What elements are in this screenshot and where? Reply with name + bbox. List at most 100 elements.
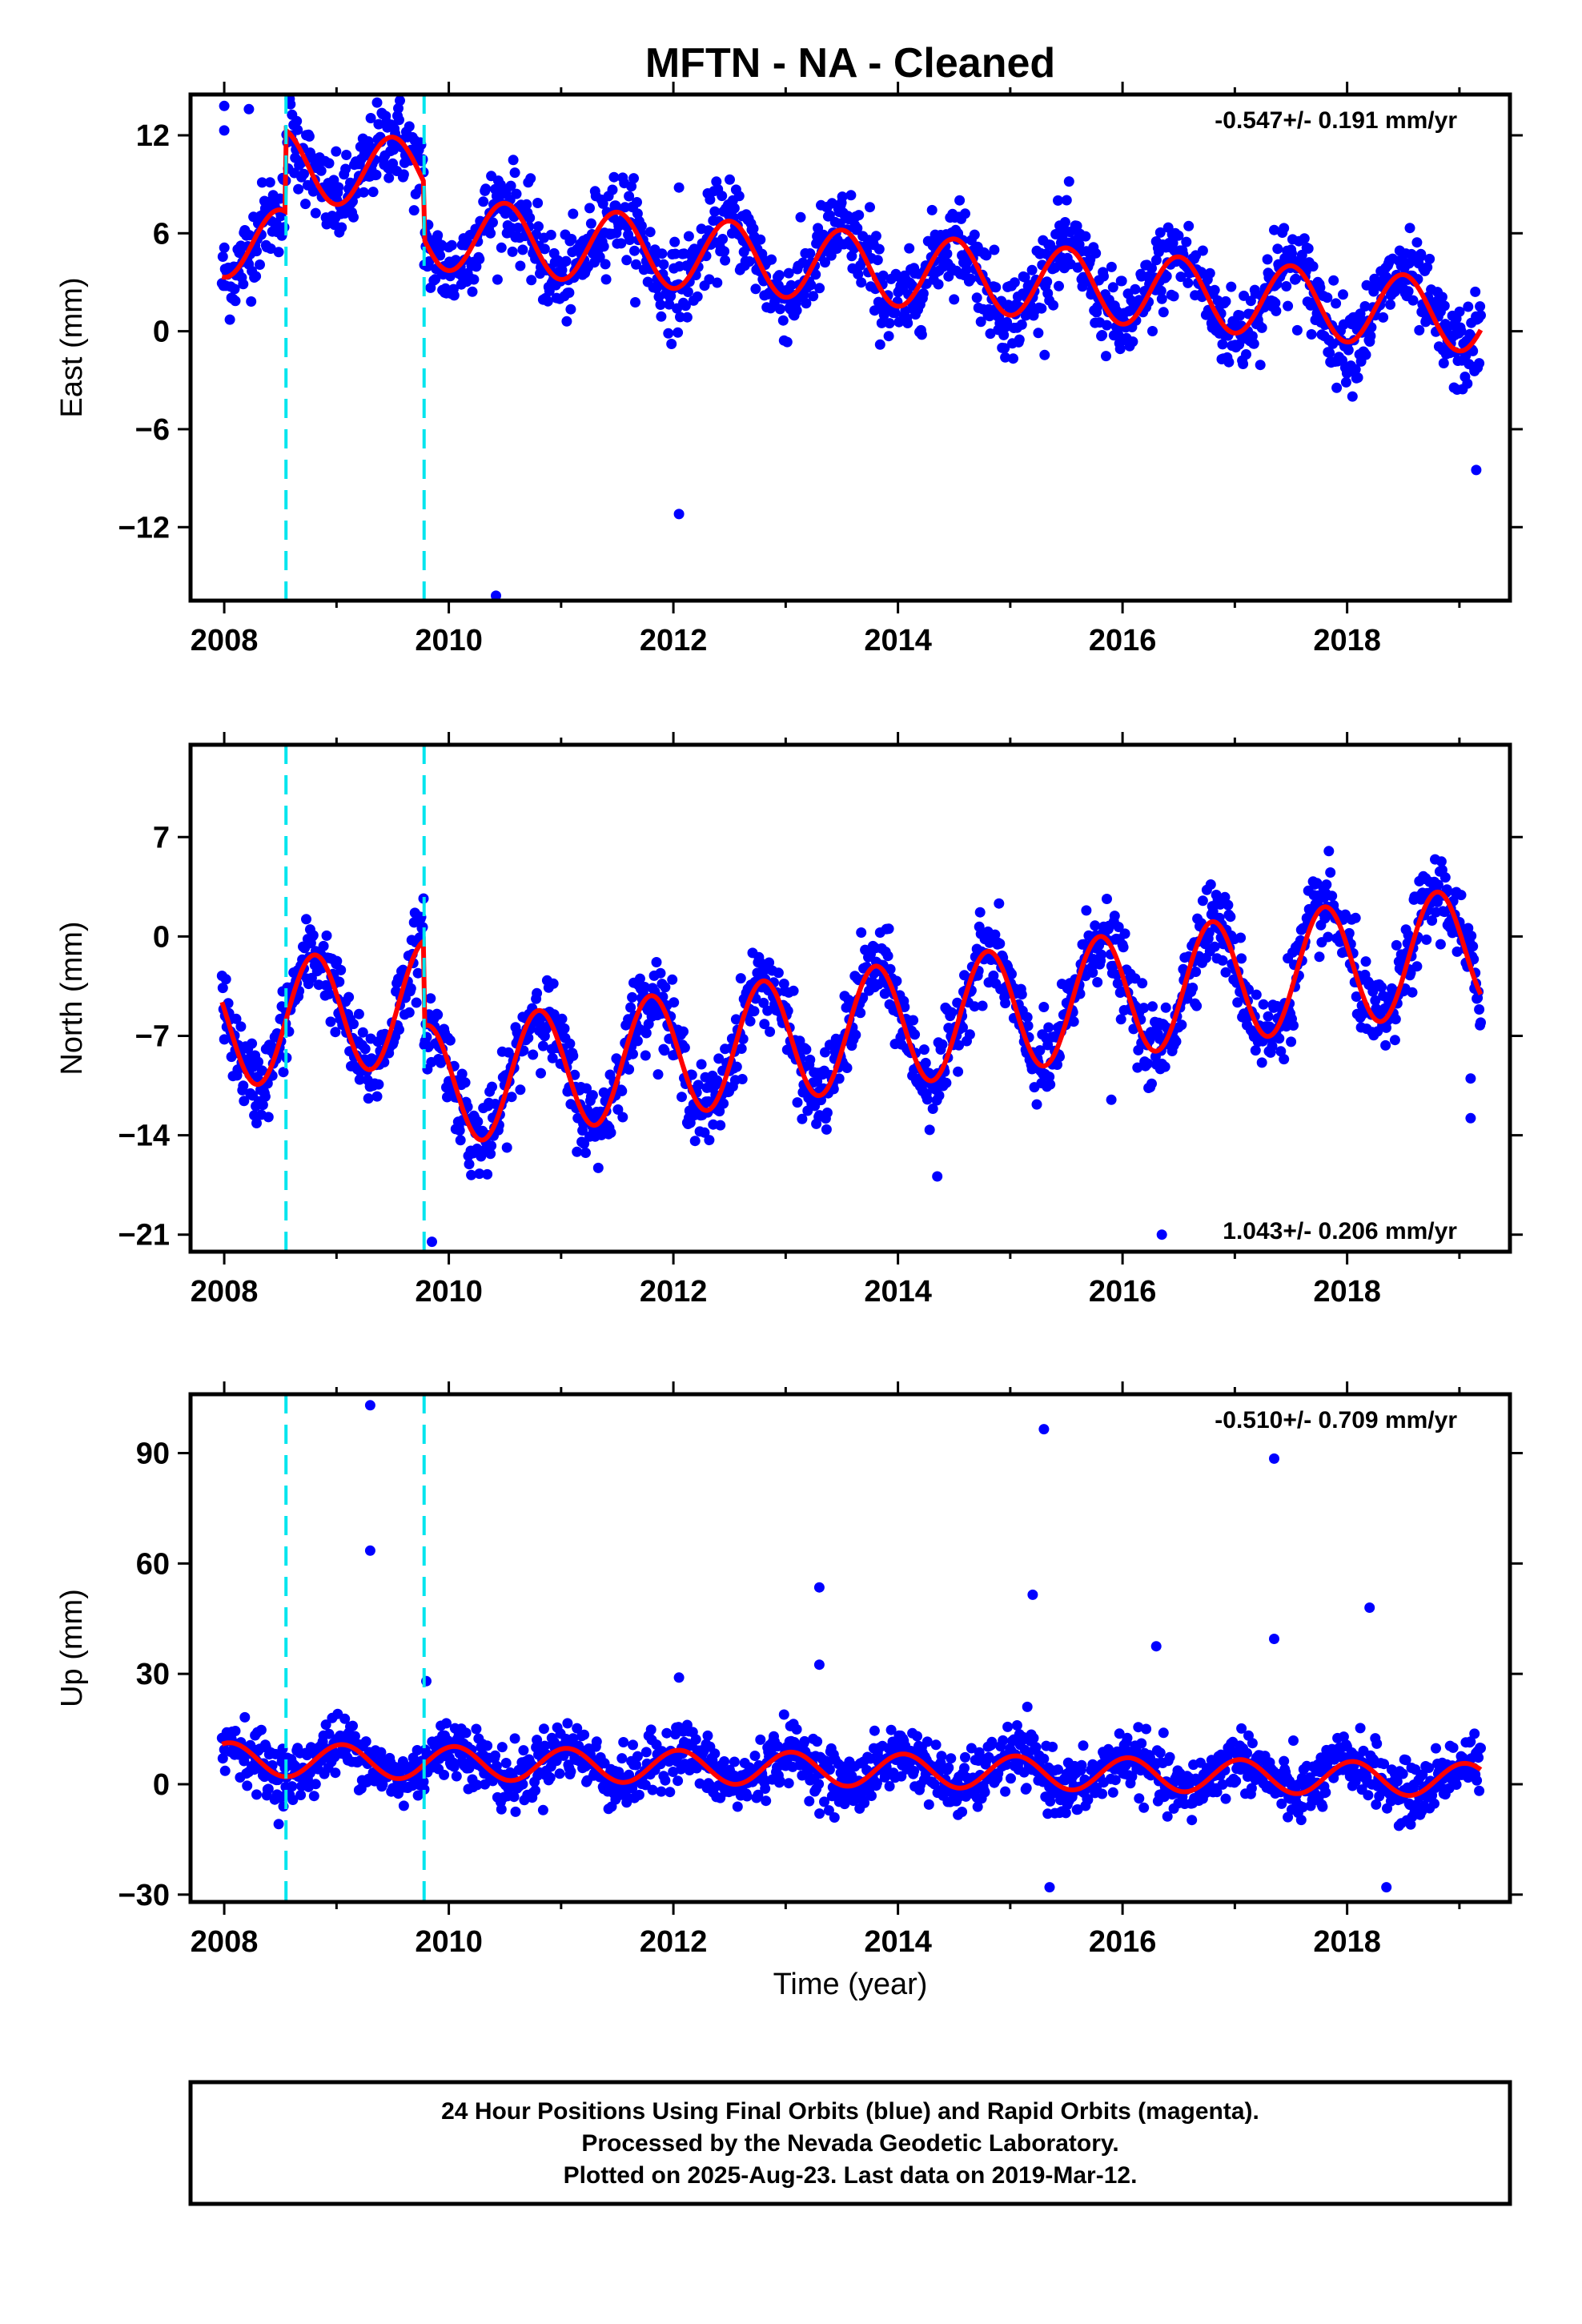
up-data-point — [448, 1761, 460, 1772]
up-data-point — [491, 1760, 502, 1771]
north-data-point — [1191, 1000, 1203, 1011]
north-data-point — [788, 985, 799, 996]
east-data-point — [990, 282, 1002, 293]
east-data-point — [607, 184, 618, 195]
north-data-point — [1187, 983, 1199, 993]
up-frame — [188, 1392, 1512, 1904]
north-data-point — [354, 1074, 365, 1085]
up-data-point — [418, 1776, 429, 1787]
north-data-point — [693, 1080, 704, 1091]
up-data-point — [1231, 1775, 1242, 1787]
east-data-point — [300, 199, 311, 210]
east-data-point — [717, 191, 728, 202]
east-rate-label: -0.547+/- 0.191 mm/yr — [1215, 107, 1457, 134]
up-data-point — [460, 1727, 472, 1739]
east-data-point — [1059, 217, 1070, 227]
east-data-point — [933, 279, 944, 290]
east-data-point — [542, 296, 553, 307]
north-data-point — [731, 1061, 742, 1072]
east-data-point — [785, 279, 797, 291]
east-data-point — [655, 300, 666, 310]
east-data-point — [1256, 322, 1267, 333]
up-data-point — [1317, 1801, 1328, 1812]
north-data-point — [359, 1043, 371, 1055]
up-data-point — [441, 1718, 452, 1729]
up-data-point — [823, 1805, 834, 1816]
east-data-point — [371, 97, 383, 108]
north-data-point — [1109, 911, 1120, 922]
east-data-point — [1182, 277, 1194, 288]
east-data-point — [430, 274, 441, 285]
north-data-point — [994, 898, 1005, 909]
up-data-point — [1021, 1783, 1032, 1794]
north-data-point — [1096, 949, 1107, 960]
up-data-point — [1154, 1747, 1166, 1759]
north-data-point — [920, 1057, 931, 1068]
east-data-point — [808, 291, 819, 302]
east-data-point — [680, 300, 691, 312]
north-data-point — [1274, 1033, 1285, 1044]
east-data-point — [1063, 176, 1074, 187]
north-data-point — [1360, 956, 1371, 967]
up-data-point — [1371, 1738, 1383, 1749]
east-y-tick-label: 12 — [136, 119, 170, 153]
up-outlier-point — [1027, 1589, 1038, 1600]
north-data-point — [460, 1077, 471, 1088]
up-data-point — [255, 1724, 267, 1735]
east-data-point — [902, 318, 913, 328]
up-data-point — [1158, 1727, 1169, 1739]
north-data-point — [253, 1056, 263, 1068]
east-y-axis-label: East (mm) — [55, 277, 89, 417]
east-x-tick-label: 2014 — [864, 624, 932, 657]
up-data-point — [287, 1781, 298, 1792]
east-data-point — [244, 230, 255, 241]
up-data-point — [398, 1800, 409, 1811]
north-data-point — [1209, 941, 1220, 952]
up-data-point — [1217, 1779, 1228, 1790]
east-data-point — [1303, 243, 1314, 254]
up-outlier-point — [364, 1545, 375, 1556]
north-data-point — [1107, 960, 1118, 971]
east-data-point — [299, 168, 309, 179]
north-data-point — [1275, 1046, 1287, 1057]
east-data-point — [315, 165, 327, 176]
north-data-point — [1236, 953, 1247, 964]
up-x-tick-label: 2010 — [415, 1925, 483, 1959]
north-data-point — [934, 1090, 945, 1101]
east-data-point — [1279, 223, 1290, 234]
up-data-point — [1141, 1723, 1152, 1735]
north-data-point — [321, 930, 332, 941]
east-data-point — [1315, 282, 1326, 293]
up-data-point — [310, 1779, 321, 1790]
east-data-point — [331, 146, 342, 157]
up-data-point — [538, 1723, 549, 1735]
east-data-point — [598, 241, 609, 252]
east-data-point — [666, 339, 677, 349]
east-data-point — [1411, 237, 1423, 248]
north-data-point — [764, 957, 775, 968]
east-data-point — [1255, 360, 1266, 371]
east-data-point — [1403, 258, 1415, 269]
north-x-tick-label: 2014 — [864, 1275, 932, 1309]
up-data-point — [565, 1766, 576, 1777]
up-data-point — [1338, 1731, 1349, 1743]
up-data-point — [1391, 1776, 1403, 1787]
east-data-point — [435, 250, 446, 261]
north-data-point — [373, 1079, 384, 1090]
east-data-point — [1183, 220, 1195, 231]
up-data-point — [871, 1778, 882, 1788]
up-data-point — [755, 1734, 766, 1745]
north-data-point — [1102, 894, 1112, 904]
up-data-point — [419, 1783, 430, 1795]
up-data-point — [517, 1779, 528, 1790]
east-data-point — [1101, 351, 1111, 362]
north-data-point — [749, 1006, 760, 1017]
east-data-point — [621, 255, 632, 266]
east-data-point — [373, 119, 384, 130]
east-data-point — [801, 298, 812, 309]
up-data-point — [1400, 1755, 1411, 1766]
up-x-tick-label: 2012 — [640, 1925, 708, 1959]
north-data-point — [1380, 1039, 1391, 1051]
east-x-tick-label: 2012 — [640, 624, 708, 657]
east-data-point — [1456, 325, 1467, 336]
